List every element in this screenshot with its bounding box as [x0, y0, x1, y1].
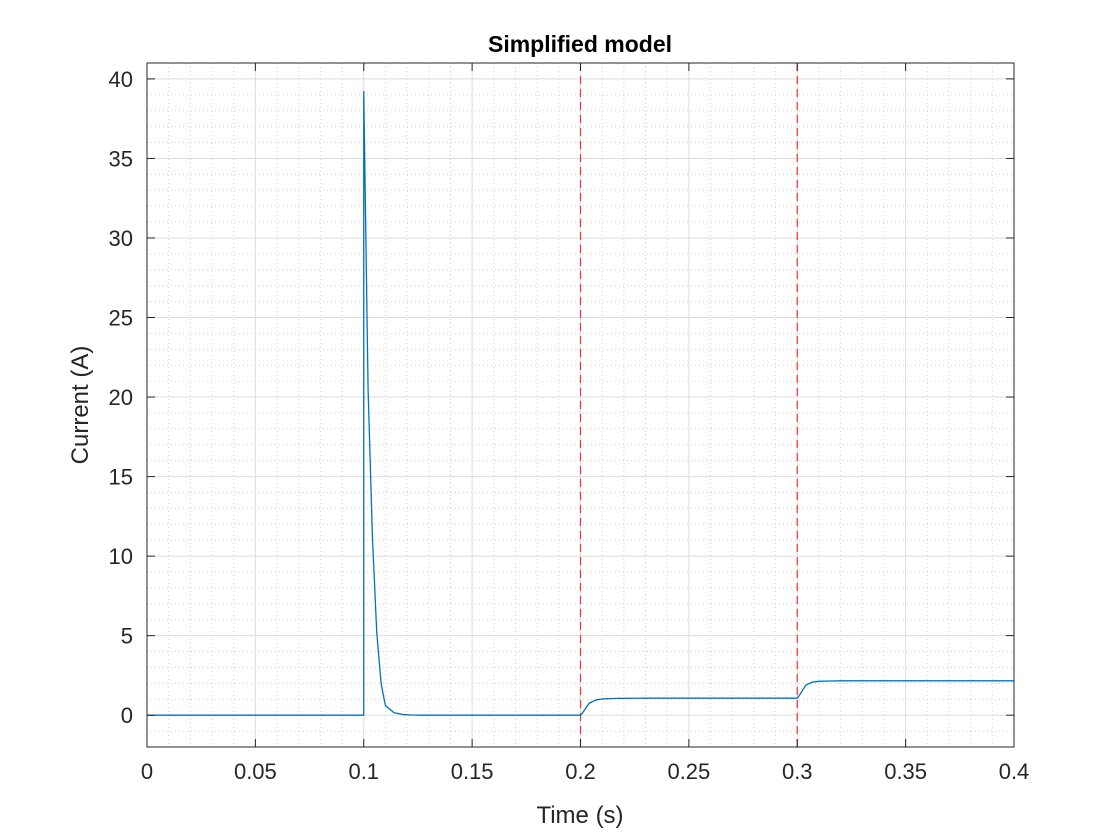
x-tick-labels: 0 0.05 0.1 0.15 0.2 0.25 0.3 0.35 0.4: [141, 759, 1029, 784]
y-tick-label: 40: [109, 67, 133, 92]
series-line-current: [147, 90, 1014, 716]
x-tick-label: 0.1: [348, 759, 379, 784]
x-tick-label: 0.4: [999, 759, 1030, 784]
chart-title: Simplified model: [488, 31, 672, 57]
x-tick-label: 0.3: [782, 759, 813, 784]
y-tick-label: 25: [109, 306, 133, 331]
x-tick-label: 0.15: [451, 759, 494, 784]
y-tick-labels: 0 5 10 15 20 25 30 35 40: [109, 67, 133, 728]
y-tick-label: 20: [109, 385, 133, 410]
y-tick-label: 0: [121, 703, 133, 728]
reference-lines: [579, 63, 798, 747]
x-tick-label: 0.2: [565, 759, 596, 784]
y-tick-label: 10: [109, 544, 133, 569]
ticks: [146, 63, 1015, 747]
y-tick-label: 5: [121, 624, 133, 649]
x-axis-label: Time (s): [536, 802, 623, 829]
y-axis-label: Current (A): [67, 346, 94, 465]
series-group: [147, 90, 1014, 716]
x-tick-label: 0.05: [234, 759, 277, 784]
x-tick-label: 0.35: [884, 759, 927, 784]
x-tick-label: 0.25: [667, 759, 710, 784]
y-tick-label: 35: [109, 146, 133, 171]
x-tick-label: 0: [141, 759, 153, 784]
y-tick-label: 30: [109, 226, 133, 251]
y-tick-label: 15: [109, 465, 133, 490]
